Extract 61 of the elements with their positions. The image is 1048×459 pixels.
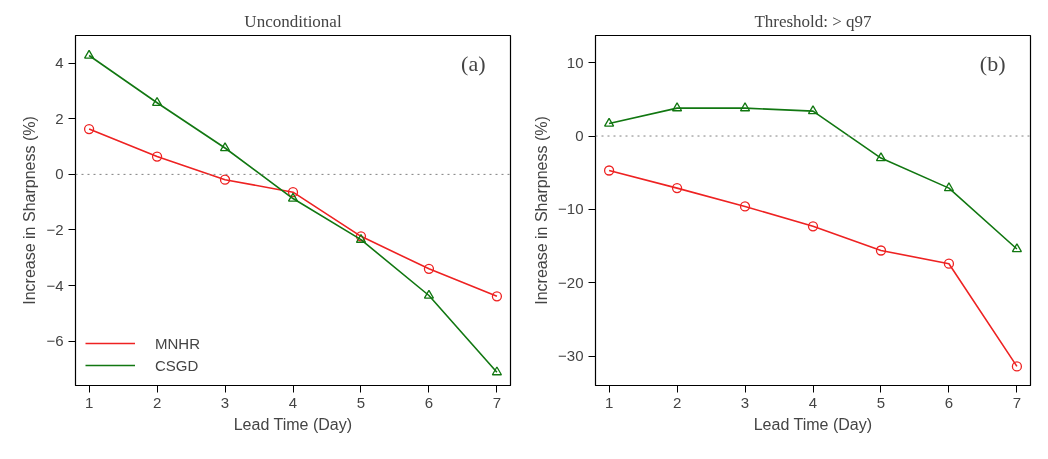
y-tick-label: −20 <box>558 273 584 291</box>
x-tick-label: 2 <box>152 393 162 411</box>
point <box>875 245 887 256</box>
y-axis-title: Increase in Sharpness (%) <box>533 116 551 305</box>
y-tick-label: −30 <box>558 347 584 365</box>
y-tick-label: −4 <box>46 276 64 294</box>
y-tick-label: 2 <box>55 109 64 127</box>
y-axis-title: Increase in Sharpness (%) <box>21 116 39 305</box>
point <box>491 366 503 376</box>
point <box>603 165 615 176</box>
point <box>491 291 503 302</box>
point <box>603 117 615 127</box>
point <box>1011 361 1023 372</box>
x-tick-label: 5 <box>876 393 886 411</box>
chart-title: Unconditional <box>244 11 342 31</box>
x-axis-title: Lead Time (Day) <box>233 415 352 433</box>
x-tick-label: 3 <box>220 393 230 411</box>
x-tick-label: 1 <box>604 393 614 411</box>
point <box>671 182 683 194</box>
legend-label: CSGD <box>155 356 199 374</box>
point <box>287 187 299 198</box>
point <box>423 263 435 274</box>
x-tick-label: 7 <box>492 393 502 411</box>
x-tick-label: 4 <box>288 393 298 411</box>
x-tick-label: 4 <box>808 393 818 411</box>
point <box>1011 243 1023 253</box>
point <box>671 102 683 112</box>
chart-title: Threshold: > q97 <box>754 11 873 31</box>
y-tick-label: 4 <box>55 54 64 72</box>
x-tick-label: 3 <box>740 393 750 411</box>
point <box>739 102 751 112</box>
point <box>943 182 955 192</box>
point <box>151 96 163 106</box>
y-tick-label: −6 <box>46 332 64 350</box>
x-tick-label: 1 <box>84 393 94 411</box>
x-axis-title: Lead Time (Day) <box>753 415 872 433</box>
y-tick-label: 0 <box>55 165 64 183</box>
point <box>151 151 163 162</box>
annotation: (a) <box>461 50 486 76</box>
point <box>423 289 435 299</box>
y-tick-label: −2 <box>46 220 64 238</box>
point <box>739 201 751 212</box>
legend-label: MNHR <box>155 334 200 352</box>
x-tick-label: 6 <box>424 393 434 411</box>
y-tick-label: 0 <box>575 127 584 145</box>
point <box>807 221 819 232</box>
point <box>83 123 95 135</box>
x-tick-label: 7 <box>1012 393 1022 411</box>
point <box>287 192 299 202</box>
y-tick-label: 10 <box>566 53 584 71</box>
point <box>807 105 819 115</box>
point <box>219 142 231 152</box>
point <box>219 174 231 185</box>
x-tick-label: 5 <box>356 393 366 411</box>
point <box>875 152 887 162</box>
point <box>83 49 95 59</box>
x-tick-label: 2 <box>672 393 682 411</box>
point <box>943 258 955 269</box>
y-tick-label: −10 <box>558 200 584 218</box>
annotation: (b) <box>979 50 1006 76</box>
x-tick-label: 6 <box>944 393 954 411</box>
